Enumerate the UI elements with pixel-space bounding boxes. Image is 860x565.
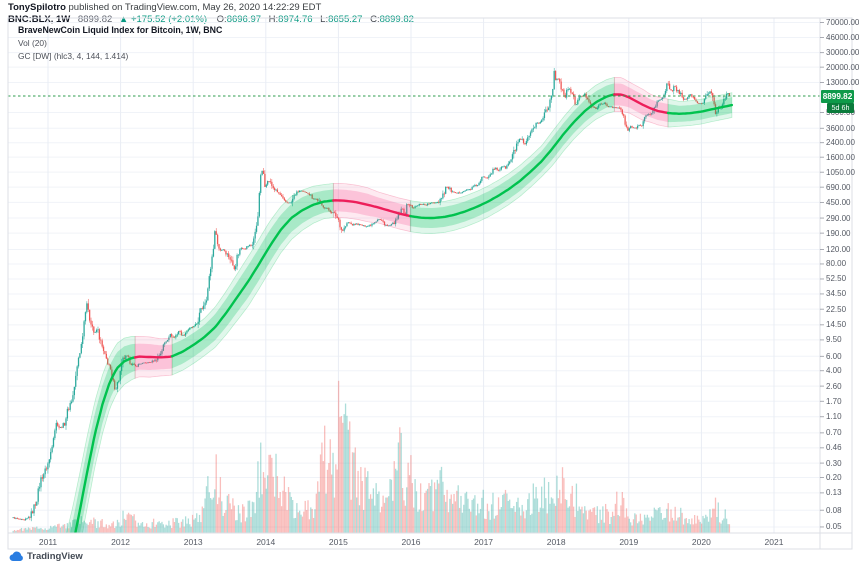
price-tick-label: 80.00 — [826, 259, 847, 269]
tradingview-cloud-icon — [9, 551, 23, 562]
close-value: 8899.82 — [379, 14, 414, 25]
price-tick-label: 0.13 — [826, 488, 842, 498]
year-label: 2012 — [111, 537, 131, 547]
year-label: 2015 — [328, 537, 348, 547]
year-label: 2021 — [764, 537, 784, 547]
attribution-author: TonySpilotro — [8, 2, 66, 13]
year-label: 2017 — [474, 537, 494, 547]
price-tick-label: 34.50 — [826, 289, 847, 299]
close-label: C: — [370, 14, 380, 25]
price-tick-label: 190.00 — [826, 228, 851, 238]
year-label: 2014 — [256, 537, 276, 547]
candles — [12, 67, 731, 522]
price-tick-label: 1.70 — [826, 396, 842, 406]
open-label: O: — [216, 14, 227, 25]
year-label: 2011 — [38, 537, 58, 547]
price-tick-label: 0.70 — [826, 428, 842, 438]
price-tick-label: 22.50 — [826, 304, 847, 314]
price-tick-label: 14.50 — [826, 320, 847, 330]
price-tick-label: 450.00 — [826, 197, 851, 207]
attribution-text: published on TradingView.com, May 26, 20… — [65, 2, 322, 13]
price-tick-label: 0.20 — [826, 473, 842, 483]
frame — [7, 17, 853, 550]
price-tick-label: 46000.00 — [826, 32, 860, 42]
low-value: 8655.27 — [328, 14, 363, 25]
open-value: 8696.97 — [226, 14, 262, 25]
price-tick-label: 690.00 — [826, 182, 851, 192]
year-label: 2013 — [183, 537, 203, 547]
price-tick-label: 9.50 — [826, 335, 842, 345]
symbol-label: BNC:BLX, 1W — [8, 14, 71, 25]
price-tick-label: 0.30 — [826, 458, 842, 468]
price-tick-label: 0.08 — [826, 505, 842, 515]
price-tick-label: 6.00 — [826, 351, 842, 361]
price-tick-label: 2400.00 — [826, 138, 855, 148]
price-tick-label: 2.60 — [826, 381, 842, 391]
price-tick-label: 1600.00 — [826, 152, 855, 162]
legend-volume-indicator[interactable]: Vol (20) — [18, 38, 47, 48]
year-label: 2019 — [619, 537, 639, 547]
price-tick-label: 120.00 — [826, 245, 851, 254]
time-axis[interactable]: 2011 2012 2013 2014 2015 2016 2017 2018 2019 2020… — [0, 533, 852, 549]
price-tick-label: 52.50 — [826, 274, 847, 284]
year-label: 2016 — [401, 537, 421, 547]
high-value: 8974.76 — [278, 14, 313, 25]
last-price: 8899.82 — [77, 14, 113, 25]
attribution: TonySpilotro published on TradingView.co… — [8, 2, 321, 13]
gc-ribbon-centerline — [74, 93, 734, 533]
price-tick-label: 13000.00 — [826, 77, 860, 87]
price-tick-label: 4.00 — [826, 366, 842, 376]
tradingview-logo[interactable]: TradingView — [9, 551, 83, 562]
price-tick-label: 0.46 — [826, 443, 842, 453]
current-price-label: 8899.82 — [821, 89, 854, 103]
volume-bars — [12, 380, 731, 533]
price-tick-label: 0.05 — [826, 522, 842, 532]
low-label: L: — [320, 14, 329, 25]
price-tick-label: 70000.00 — [826, 17, 860, 27]
price-change: ▲ +175.52 (+2.01%) — [118, 14, 208, 25]
legend-gc-indicator[interactable]: GC [DW] (hlc3, 4, 144, 1.414) — [18, 50, 129, 61]
year-label: 2018 — [546, 537, 566, 547]
symbol-ohlc-row: BNC:BLX, 1W 8899.82 ▲ +175.52 (+2.01%) O… — [8, 14, 419, 25]
price-tick-label: 30000.00 — [826, 48, 860, 58]
price-tick-label: 290.00 — [826, 213, 851, 223]
grid — [8, 18, 820, 533]
price-tick-label: 3600.00 — [826, 123, 855, 133]
price-tick-label: 1.10 — [826, 412, 842, 422]
legend-symbol-title[interactable]: BraveNewCoin Liquid Index for Bitcoin, 1… — [18, 25, 223, 35]
bar-close-countdown: 5d 6h — [827, 103, 854, 113]
high-label: H: — [268, 14, 279, 25]
tradingview-logo-text: TradingView — [27, 551, 83, 562]
chart-legend: BraveNewCoin Liquid Index for Bitcoin, 1… — [18, 24, 222, 62]
price-tick-label: 20000.00 — [826, 62, 860, 72]
year-label: 2020 — [691, 537, 711, 547]
price-tick-label: 1050.00 — [826, 167, 855, 177]
